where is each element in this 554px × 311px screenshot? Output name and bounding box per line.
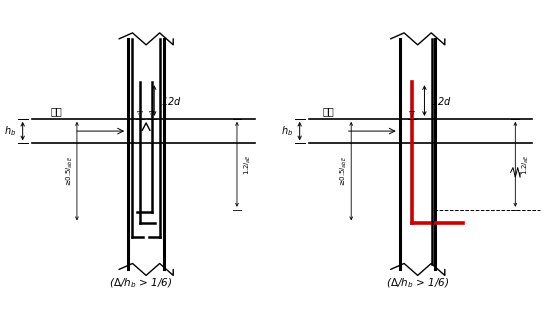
Text: ($\Delta$/$h_b$ > 1/6): ($\Delta$/$h_b$ > 1/6) — [386, 276, 449, 290]
Text: ▽: ▽ — [409, 109, 414, 118]
Text: ▽: ▽ — [137, 109, 143, 118]
Text: 楼面: 楼面 — [51, 106, 63, 116]
Text: ≥0.5$l_{abE}$: ≥0.5$l_{abE}$ — [339, 156, 349, 186]
Text: 12$d$: 12$d$ — [431, 95, 452, 107]
Text: 1.2$l_{aE}$: 1.2$l_{aE}$ — [243, 154, 253, 175]
Text: ▽: ▽ — [149, 109, 155, 118]
Text: ($\Delta$/$h_b$ > 1/6): ($\Delta$/$h_b$ > 1/6) — [109, 276, 172, 290]
Text: $h_b$: $h_b$ — [4, 124, 16, 138]
Text: 1.2$l_{aE}$: 1.2$l_{aE}$ — [521, 154, 531, 175]
Text: 楼面: 楼面 — [322, 106, 334, 116]
Text: ≥0.5$l_{abE}$: ≥0.5$l_{abE}$ — [65, 156, 75, 186]
Text: $h_b$: $h_b$ — [281, 124, 293, 138]
Text: 12$d$: 12$d$ — [161, 95, 182, 107]
